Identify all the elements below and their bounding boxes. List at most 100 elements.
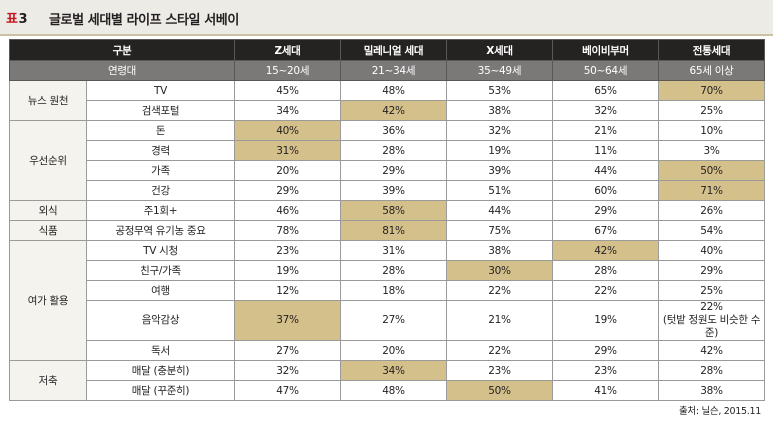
value-cell: 27% — [340, 300, 447, 341]
value-cell: 32% — [446, 120, 553, 141]
value-cell: 42% — [552, 240, 659, 261]
value-cell: 34% — [340, 360, 447, 381]
value-cell: 65% — [552, 80, 659, 101]
value-cell: 23% — [446, 360, 553, 381]
table-row: 매달 (꾸준히) 47% 48% 50% 41% 38% — [10, 380, 765, 401]
age-range: 15~20세 — [234, 60, 341, 81]
category-cell: 외식 — [9, 200, 87, 221]
row-label: 매달 (충분히) — [86, 360, 235, 381]
table-row: 우선순위 돈 40% 36% 32% 21% 10% — [9, 120, 765, 201]
value-cell: 32% — [552, 100, 659, 121]
value-cell: 29% — [552, 200, 659, 221]
value-cell: 23% — [234, 240, 341, 261]
value-cell: 44% — [446, 200, 553, 221]
table-row: 경력 31% 28% 19% 11% 3% — [10, 140, 765, 161]
page-title: 글로벌 세대별 라이프 스타일 서베이 — [49, 13, 239, 28]
row-label: 돈 — [86, 120, 235, 141]
value-cell: 29% — [234, 180, 341, 201]
source-note: 출처: 닐슨, 2015.11 — [678, 406, 761, 417]
category-cell: 식품 — [9, 220, 87, 241]
value-cell: 3% — [658, 140, 765, 161]
value-cell: 19% — [234, 260, 341, 281]
value-cell: 32% — [234, 360, 341, 381]
age-range: 21~34세 — [340, 60, 447, 81]
value-note: (텃밭 정원도 비슷한 수준) — [662, 314, 761, 339]
table-badge: 표3 — [6, 12, 28, 27]
value-text: 22% — [700, 301, 723, 313]
col-header-x: X세대 — [446, 39, 553, 61]
value-cell: 70% — [658, 80, 765, 101]
survey-table: 구분 Z세대 밀레니얼 세대 X세대 베이비부머 전통세대 연령대 15~20세… — [9, 39, 765, 401]
value-cell: 29% — [340, 160, 447, 181]
table-row: 여행 12% 18% 22% 22% 25% — [10, 280, 765, 301]
value-cell: 29% — [658, 260, 765, 281]
value-cell: 71% — [658, 180, 765, 201]
value-cell: 41% — [552, 380, 659, 401]
row-label: 경력 — [86, 140, 235, 161]
table-body: 뉴스 원천 TV 45% 48% 53% 65% 70% 검색포털 34% 42% 38% 32% 25… — [9, 80, 765, 401]
value-cell: 28% — [552, 260, 659, 281]
value-cell: 22% — [446, 340, 553, 361]
value-cell: 30% — [446, 260, 553, 281]
table-row: 검색포털 34% 42% 38% 32% 25% — [10, 100, 765, 121]
value-cell: 42% — [658, 340, 765, 361]
value-cell: 22% — [446, 280, 553, 301]
value-cell: 22% (텃밭 정원도 비슷한 수준) — [658, 300, 765, 341]
value-cell: 25% — [658, 100, 765, 121]
value-cell: 23% — [552, 360, 659, 381]
value-cell: 20% — [234, 160, 341, 181]
age-label: 연령대 — [9, 60, 235, 81]
value-cell: 78% — [234, 220, 341, 241]
table-row: 친구/가족 19% 28% 30% 28% 29% — [10, 260, 765, 281]
table-row: 독서 27% 20% 22% 29% 42% — [10, 340, 765, 361]
value-cell: 31% — [340, 240, 447, 261]
table-row: 식품 공정무역 유기농 중요 78% 81% 75% 67% 54% — [9, 220, 765, 241]
age-range: 50~64세 — [552, 60, 659, 81]
category-cell: 여가 활용 — [9, 240, 87, 361]
col-header-boomer: 베이비부머 — [552, 39, 659, 61]
age-row: 연령대 15~20세 21~34세 35~49세 50~64세 65세 이상 — [9, 60, 765, 81]
value-cell: 40% — [658, 240, 765, 261]
value-cell: 38% — [658, 380, 765, 401]
table-row: 외식 주1회+ 46% 58% 44% 29% 26% — [9, 200, 765, 221]
value-cell: 50% — [658, 160, 765, 181]
value-cell: 11% — [552, 140, 659, 161]
value-cell: 28% — [340, 260, 447, 281]
value-cell: 31% — [234, 140, 341, 161]
table-row: 가족 20% 29% 39% 44% 50% — [10, 160, 765, 181]
value-cell: 44% — [552, 160, 659, 181]
value-cell: 34% — [234, 100, 341, 121]
category-cell: 우선순위 — [9, 120, 87, 201]
value-cell: 53% — [446, 80, 553, 101]
row-label: 독서 — [86, 340, 235, 361]
row-label: 음악감상 — [86, 300, 235, 341]
value-cell: 28% — [658, 360, 765, 381]
value-cell: 39% — [446, 160, 553, 181]
value-cell: 38% — [446, 100, 553, 121]
value-cell: 48% — [340, 380, 447, 401]
value-cell: 51% — [446, 180, 553, 201]
value-cell: 42% — [340, 100, 447, 121]
value-cell: 67% — [552, 220, 659, 241]
col-header-traditional: 전통세대 — [658, 39, 765, 61]
value-cell: 54% — [658, 220, 765, 241]
table-row: 여가 활용 TV 시청 23% 31% 38% 42% 40% — [9, 240, 765, 361]
age-range: 65세 이상 — [658, 60, 765, 81]
value-cell: 39% — [340, 180, 447, 201]
col-header-category: 구분 — [9, 39, 235, 61]
value-cell: 26% — [658, 200, 765, 221]
value-cell: 40% — [234, 120, 341, 141]
table-row: 건강 29% 39% 51% 60% 71% — [10, 180, 765, 201]
table-row: 음악감상 37% 27% 21% 19% 22% (텃밭 정원도 비슷한 수준) — [10, 300, 765, 341]
value-cell: 50% — [446, 380, 553, 401]
value-cell: 58% — [340, 200, 447, 221]
value-cell: 81% — [340, 220, 447, 241]
value-cell: 27% — [234, 340, 341, 361]
value-cell: 28% — [340, 140, 447, 161]
value-cell: 75% — [446, 220, 553, 241]
value-cell: 38% — [446, 240, 553, 261]
title-bar: 표3 글로벌 세대별 라이프 스타일 서베이 — [0, 0, 773, 36]
value-cell: 29% — [552, 340, 659, 361]
table-row: 뉴스 원천 TV 45% 48% 53% 65% 70% — [9, 80, 765, 121]
value-cell: 19% — [446, 140, 553, 161]
